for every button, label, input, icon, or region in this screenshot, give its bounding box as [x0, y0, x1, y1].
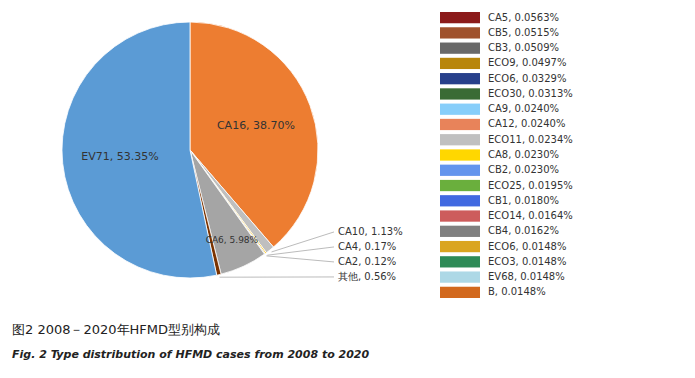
legend-label: CB5, 0.0515% — [488, 27, 559, 38]
legend-label: ECO9, 0.0497% — [488, 57, 566, 68]
legend-swatch — [440, 88, 480, 99]
legend-swatch — [440, 180, 480, 191]
legend-label: ECO30, 0.0313% — [488, 88, 573, 99]
pie-slice — [62, 22, 217, 278]
legend-entry: CB4, 0.0162% — [440, 225, 559, 237]
legend-swatch — [440, 119, 480, 130]
data-labels: CA16, 38.70% CA6, 5.98% EV71, 53.35% CA10, … — [81, 119, 402, 282]
legend-entry: ECO11, 0.0234% — [440, 134, 573, 146]
legend-entry: ECO9, 0.0497% — [440, 57, 566, 69]
legend-entry: CB5, 0.0515% — [440, 27, 559, 39]
legend-swatch — [440, 149, 480, 160]
legend-swatch — [440, 210, 480, 221]
legend-swatch — [440, 43, 480, 54]
legend-entry: B, 0.0148% — [440, 286, 546, 298]
legend-swatch — [440, 58, 480, 69]
legend-label: CA8, 0.0230% — [488, 149, 559, 160]
leader-line — [272, 232, 334, 252]
legend-entry: CA9, 0.0240% — [440, 103, 559, 115]
legend-entry: CB1, 0.0180% — [440, 195, 559, 207]
legend-label: ECO14, 0.0164% — [488, 210, 573, 221]
legend-entry: ECO14, 0.0164% — [440, 210, 573, 222]
legend-label: CB4, 0.0162% — [488, 225, 559, 236]
pie — [62, 22, 318, 278]
legend-swatch — [440, 27, 480, 38]
legend-entry: ECO3, 0.0148% — [440, 256, 566, 268]
legend: CA5, 0.0563% CB5, 0.0515% CB3, 0.0509% ECO9… — [440, 12, 573, 298]
legend-swatch — [440, 12, 480, 23]
legend-entry: CB2, 0.0230% — [440, 164, 559, 176]
legend-swatch — [440, 226, 480, 237]
legend-label: CB2, 0.0230% — [488, 164, 559, 175]
leader-line — [266, 256, 334, 262]
legend-label: ECO3, 0.0148% — [488, 256, 566, 267]
subtitle: Fig. 2 Type distribution of HFMD cases f… — [12, 348, 370, 361]
legend-swatch — [440, 256, 480, 267]
data-label: EV71, 53.35% — [81, 150, 158, 163]
leader-line — [219, 276, 334, 277]
legend-entry: ECO25, 0.0195% — [440, 180, 573, 192]
legend-swatch — [440, 241, 480, 252]
legend-swatch — [440, 73, 480, 84]
legend-entry: ECO30, 0.0313% — [440, 88, 573, 100]
legend-label: CA5, 0.0563% — [488, 12, 559, 23]
legend-swatch — [440, 165, 480, 176]
legend-entry: ECO6, 0.0329% — [440, 73, 566, 85]
legend-label: ECO6, 0.0329% — [488, 73, 566, 84]
legend-label: ECO11, 0.0234% — [488, 134, 573, 145]
chart: CA16, 38.70% CA6, 5.98% EV71, 53.35% CA10, … — [0, 0, 695, 378]
legend-label: CB1, 0.0180% — [488, 195, 559, 206]
title: 图2 2008－2020年HFMD型别构成 — [12, 322, 220, 337]
legend-entry: CA5, 0.0563% — [440, 12, 559, 24]
data-label: CA6, 5.98% — [206, 235, 259, 245]
data-label: CA16, 38.70% — [217, 119, 295, 132]
legend-label: CB3, 0.0509% — [488, 42, 559, 53]
legend-swatch — [440, 287, 480, 298]
legend-entry: EV68, 0.0148% — [440, 271, 565, 283]
data-label: 其他, 0.56% — [338, 271, 396, 282]
legend-swatch — [440, 134, 480, 145]
legend-swatch — [440, 104, 480, 115]
legend-entry: CB3, 0.0509% — [440, 42, 559, 54]
legend-label: CA12, 0.0240% — [488, 118, 565, 129]
legend-entry: CA8, 0.0230% — [440, 149, 559, 161]
legend-swatch — [440, 271, 480, 282]
legend-label: ECO25, 0.0195% — [488, 180, 573, 191]
leader-line — [267, 247, 334, 255]
legend-entry: CA12, 0.0240% — [440, 118, 565, 130]
legend-label: EV68, 0.0148% — [488, 271, 565, 282]
legend-swatch — [440, 195, 480, 206]
data-label: CA2, 0.12% — [338, 256, 396, 267]
data-label: CA10, 1.13% — [338, 226, 403, 237]
legend-entry: ECO6, 0.0148% — [440, 241, 566, 253]
legend-label: ECO6, 0.0148% — [488, 241, 566, 252]
legend-label: B, 0.0148% — [488, 286, 546, 297]
legend-label: CA9, 0.0240% — [488, 103, 559, 114]
data-label: CA4, 0.17% — [338, 241, 396, 252]
